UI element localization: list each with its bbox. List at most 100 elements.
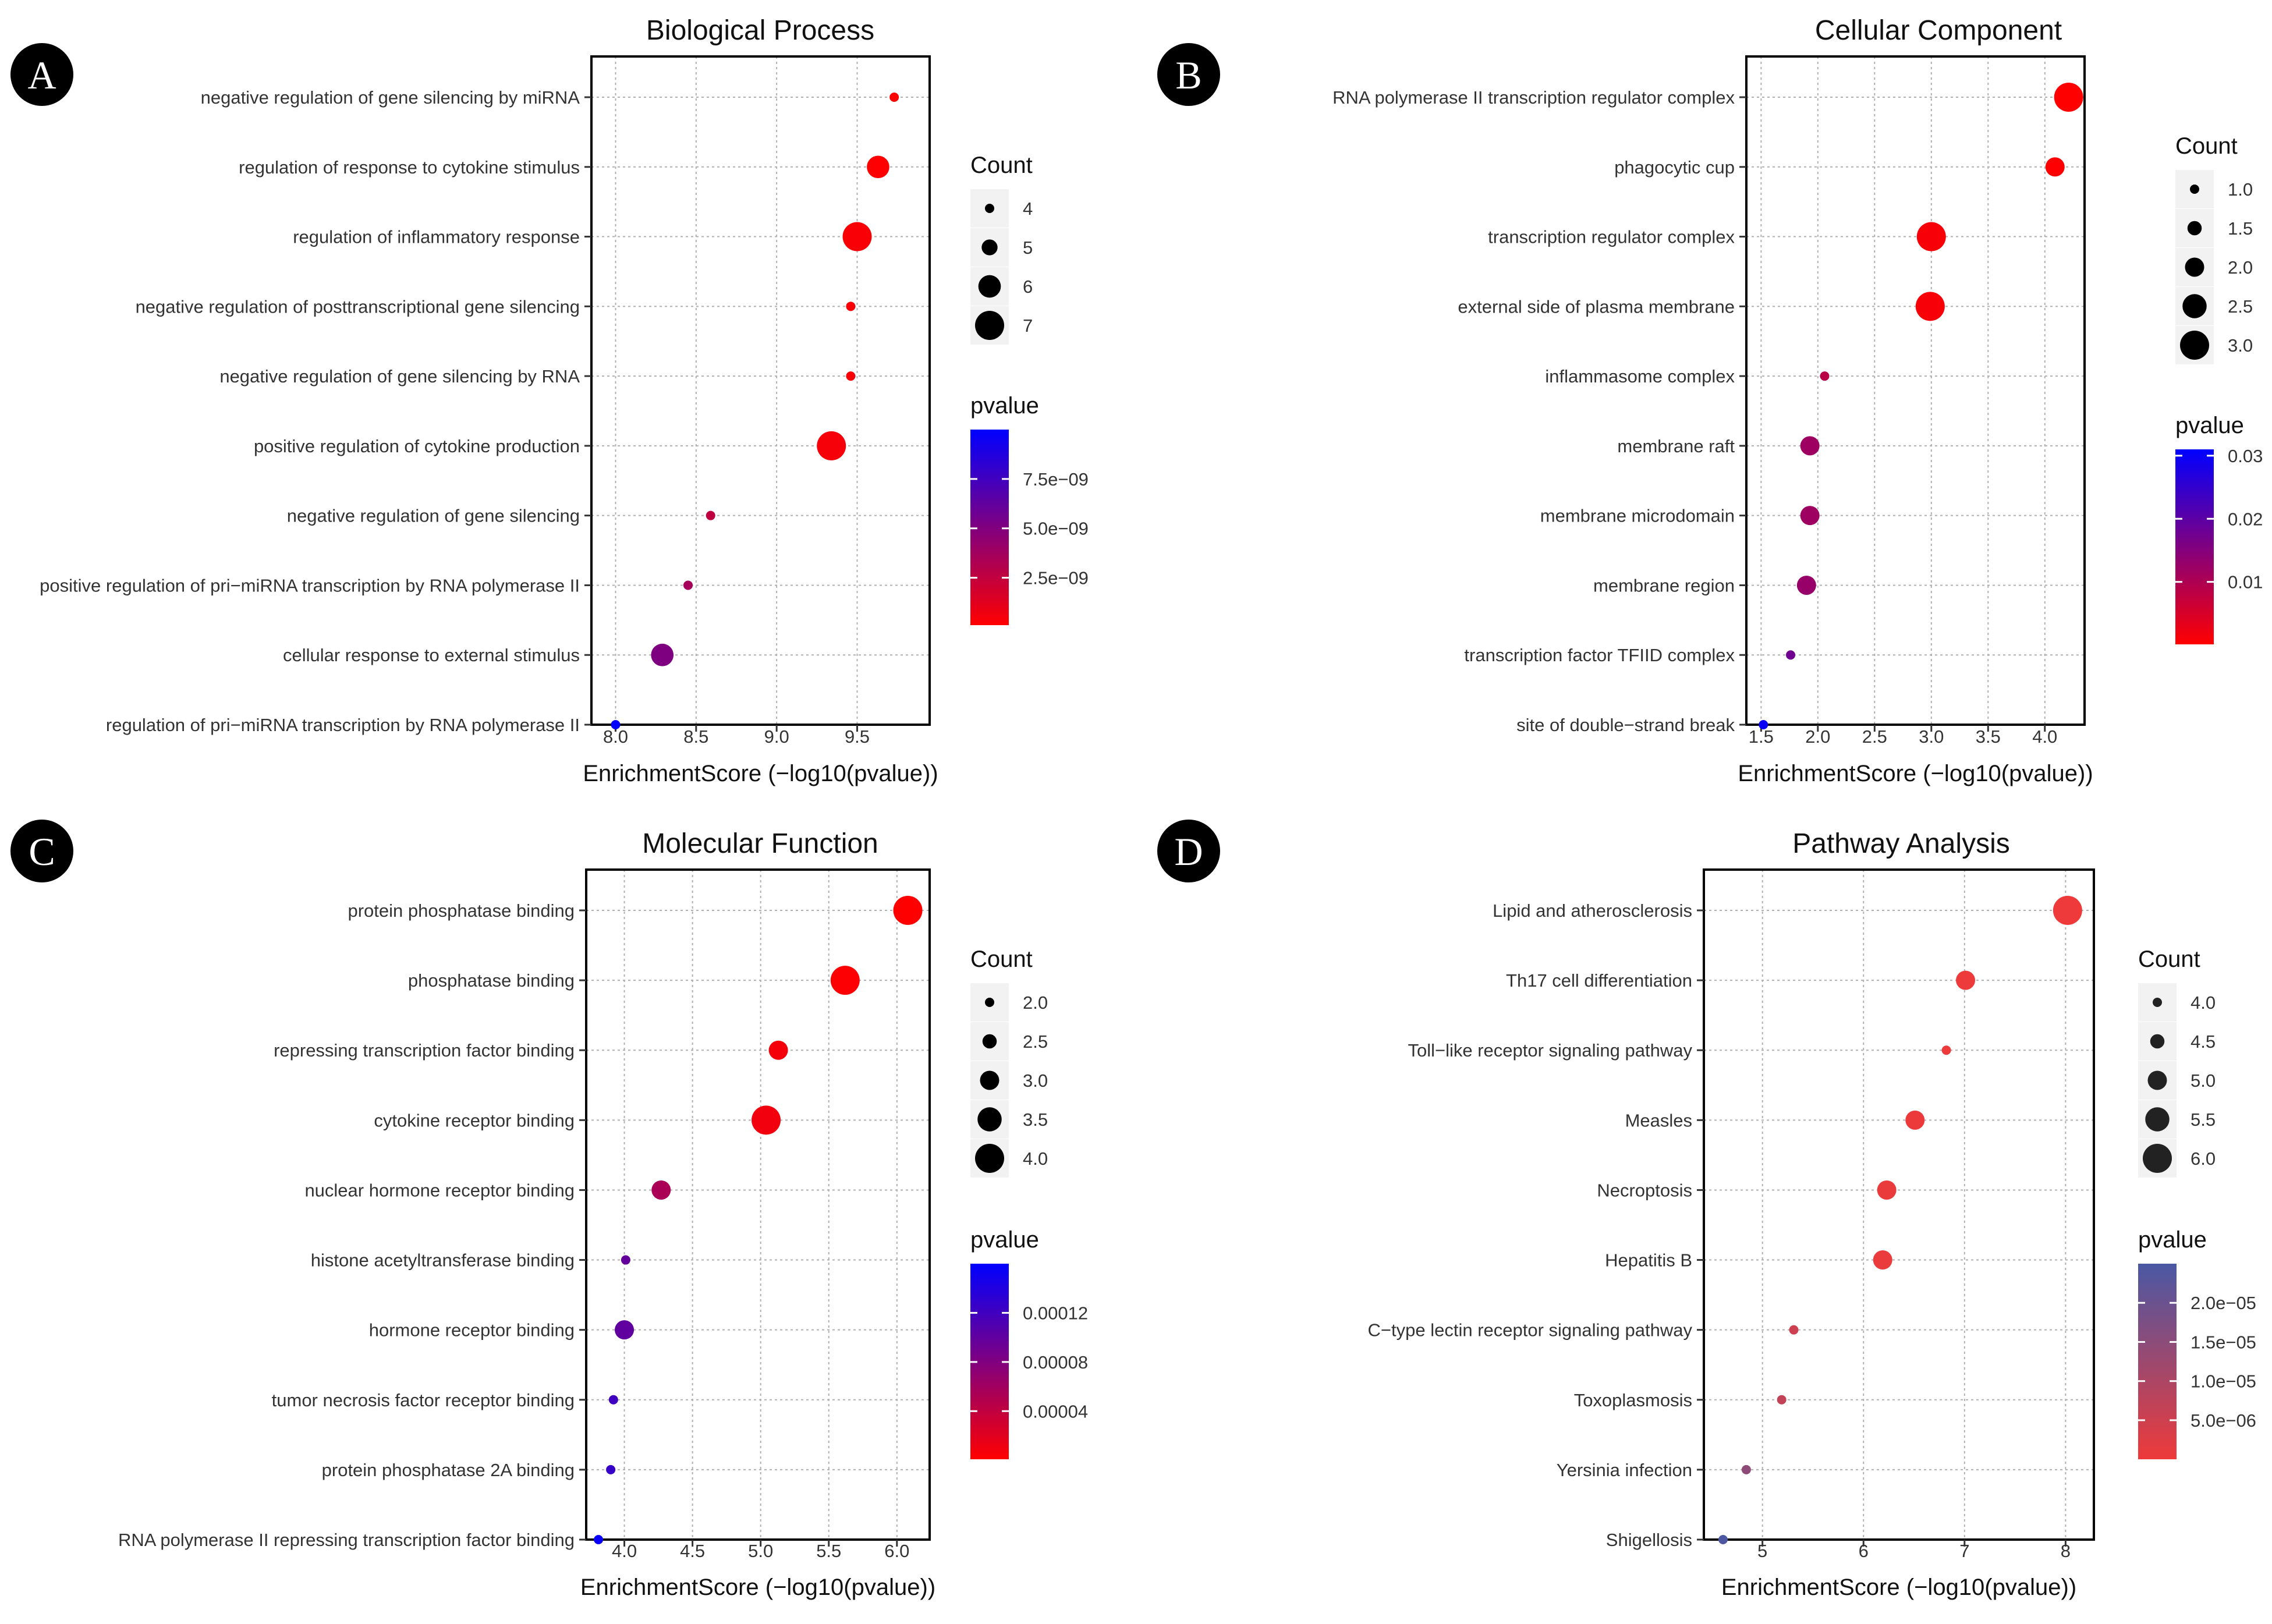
points [594,896,923,1544]
legend-size-key [2182,294,2207,318]
gridlines [1746,56,2085,725]
data-point [1873,1250,1892,1270]
y-tick-label: positive regulation of pri−miRNA transcr… [40,575,580,595]
data-point [1915,292,1945,321]
panel-title: Molecular Function [642,828,878,859]
plot-frame [1703,868,2095,1541]
data-point [846,371,856,381]
plot-frame [585,868,931,1541]
colorbar-tick-label: 2.5e−09 [1023,568,1089,588]
count-legend: Count 2.0 2.5 3.0 3.5 4.0 [970,946,1048,1178]
x-axis-title: EnrichmentScore (−log10(pvalue)) [580,1575,935,1600]
y-tick-label: Shigellosis [1606,1530,1692,1550]
data-point [1759,720,1768,729]
points [1718,896,2082,1544]
legend-size-label: 5.5 [2191,1109,2216,1130]
panel-d: D Pathway Analysis Lipid and atheroscleros… [1157,820,2256,1600]
data-point [615,1320,635,1340]
legend-size-label: 2.5 [2228,296,2253,317]
colorbar-tick-label: 0.00012 [1023,1303,1088,1323]
data-point [752,1105,781,1135]
legend-size-key [2147,1070,2167,1090]
data-point [611,720,621,729]
data-point [1877,1180,1897,1200]
panel-label-badge [10,43,73,106]
colorbar-tick-label: 1.5e−05 [2191,1332,2256,1352]
y-tick-label: membrane raft [1617,436,1735,456]
legend-size-label: 2.0 [2228,257,2253,278]
y-tick-label: Measles [1625,1110,1692,1130]
data-point [889,93,899,102]
y-tick-label: nuclear hormone receptor binding [304,1180,575,1200]
panel-b: B Cellular Component RNA polymerase II tra… [1157,15,2263,786]
legend-size-label: 6 [1023,276,1033,297]
y-tick-label: RNA polymerase II repressing transcripti… [118,1530,575,1550]
legend-size-label: 5 [1023,237,1033,258]
panel-label: C [29,829,55,874]
x-tick-label: 8.0 [603,726,628,747]
legend-size-label: 4 [1023,198,1033,219]
colorbar-tick-label: 0.03 [2228,446,2263,466]
legend-size-key [985,204,994,213]
x-axis-title: EnrichmentScore (−log10(pvalue)) [1738,761,2093,786]
colorbar-tick-label: 1.0e−05 [2191,1371,2256,1392]
gridlines [586,870,930,1540]
data-point [1800,506,1820,526]
data-point [606,1465,616,1474]
legend-size-key [2145,1107,2170,1132]
legend-size-label: 1.5 [2228,218,2253,239]
y-tick-label: inflammasome complex [1545,366,1735,387]
count-legend: Count 1.0 1.5 2.0 2.5 3.0 [2175,133,2253,364]
data-point [608,1395,618,1405]
x-tick-label: 5 [1757,1541,1767,1561]
colorbar-tick-label: 5.0e−09 [1023,519,1089,539]
x-tick-label: 9.5 [845,726,870,747]
x-axis-title: EnrichmentScore (−log10(pvalue)) [583,761,938,786]
panel-a: A Biological Process negative regulation o… [10,15,1089,786]
panel-label-badge [1157,43,1220,106]
gridlines [1704,870,2094,1540]
x-tick-label: 3.0 [1919,726,1944,747]
data-point [1741,1465,1751,1474]
x-tick-label: 7 [1959,1541,1969,1561]
legend-size-key [985,998,994,1007]
y-tick-label: negative regulation of gene silencing by… [201,87,580,108]
y-tick-label: external side of plasma membrane [1458,296,1735,317]
data-point [621,1255,630,1265]
legend-size-key [975,1144,1004,1173]
pvalue-legend: pvalue 0.00012 0.00008 0.00004 [970,1227,1088,1459]
legend-size-key [2143,1144,2172,1173]
x-tick-label: 5.0 [748,1541,773,1561]
x-tick-label: 2.0 [1805,726,1830,747]
y-tick-label: hormone receptor binding [369,1320,575,1341]
colorbar [2175,449,2214,644]
colorbar-tick-label: 0.00008 [1023,1352,1088,1373]
colorbar [970,430,1009,625]
y-tick-label: negative regulation of gene silencing by… [219,366,580,387]
colorbar-tick-label: 7.5e−09 [1023,469,1089,490]
legend-size-key [977,1107,1002,1132]
x-tick-label: 4.5 [680,1541,705,1561]
legend-size-label: 3.0 [2228,335,2253,356]
pvalue-legend: pvalue 2.0e−05 1.5e−05 1.0e−05 5.0e−06 [2138,1227,2256,1459]
panel-title: Biological Process [646,15,874,46]
y-tick-label: site of double−strand break [1516,715,1735,735]
plot-frame [1745,55,2086,726]
x-tick-label: 8.5 [683,726,708,747]
gridlines [591,56,930,725]
data-point [1777,1395,1787,1405]
x-tick-label: 6.0 [884,1541,909,1561]
y-tick-label: regulation of inflammatory response [293,227,580,247]
y-tick-label: Th17 cell differentiation [1506,970,1692,991]
y-tick-label: membrane region [1593,575,1735,595]
legend-size-key [2150,1034,2165,1049]
y-tick-label: tumor necrosis factor receptor binding [272,1390,575,1410]
legend-size-key [978,275,1001,298]
colorbar-tick-label: 2.0e−05 [2191,1293,2256,1313]
panel-label: B [1175,53,1201,97]
y-tick-label: protein phosphatase 2A binding [322,1460,575,1480]
y-tick-label: Yersinia infection [1557,1460,1692,1480]
y-tick-label: negative regulation of posttranscription… [136,296,580,317]
legend-title: Count [970,153,1033,178]
